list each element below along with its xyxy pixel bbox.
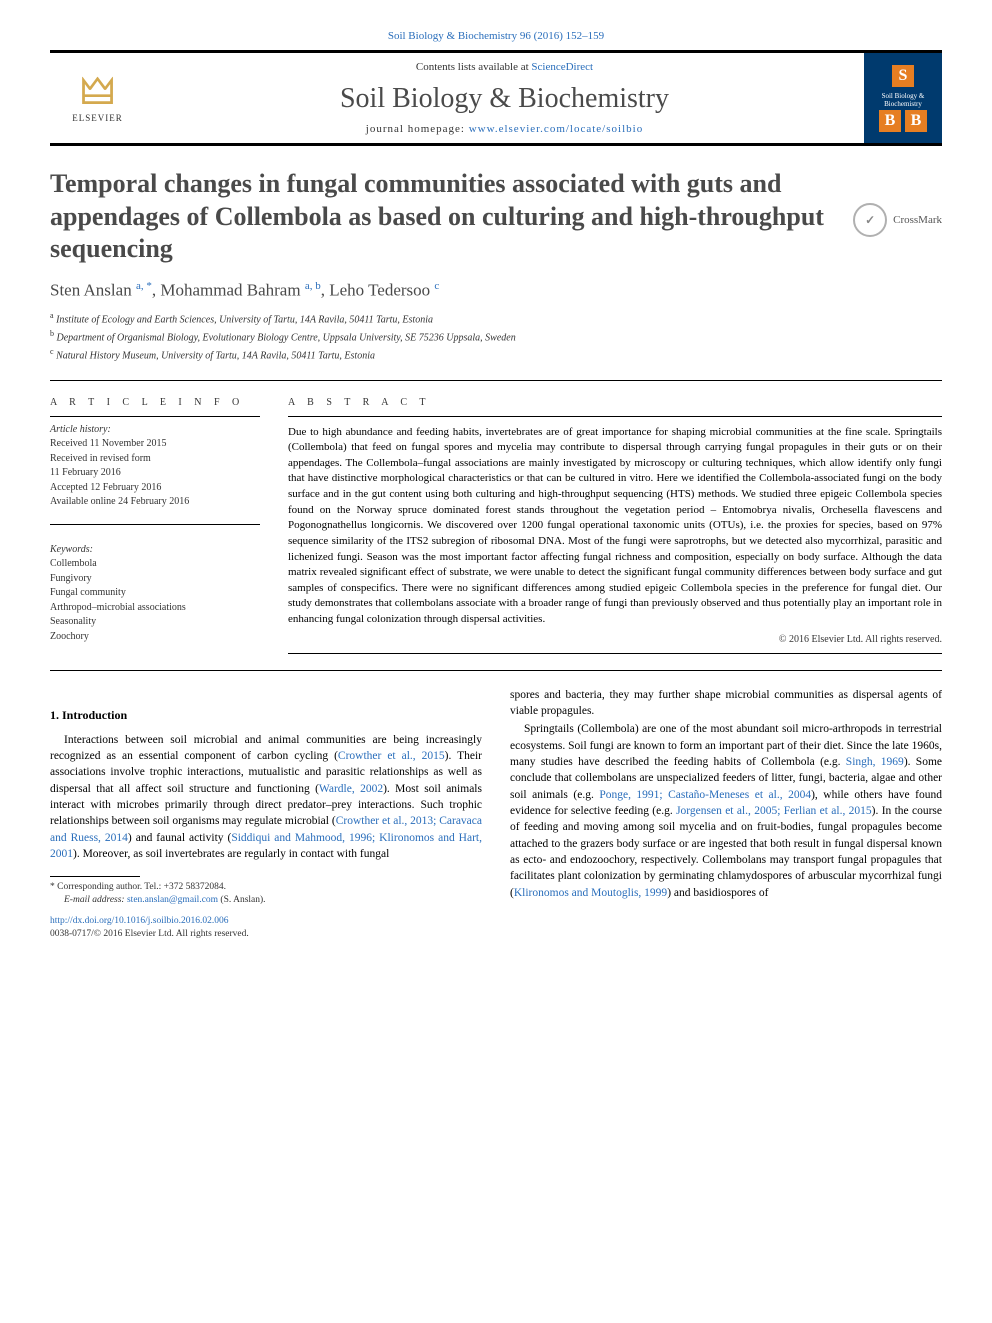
citation-link[interactable]: Jorgensen et al., 2005; Ferlian et al., …	[676, 805, 872, 817]
author-1: Sten Anslan	[50, 280, 136, 299]
homepage-link[interactable]: www.elsevier.com/locate/soilbio	[469, 123, 643, 135]
intro-para-2: Springtails (Collembola) are one of the …	[510, 721, 942, 901]
keyword-item: Fungal community	[50, 586, 260, 601]
cover-letter-b1: B	[879, 110, 901, 132]
homepage-prefix: journal homepage:	[366, 123, 469, 135]
journal-ref-link[interactable]: Soil Biology & Biochemistry 96 (2016) 15…	[388, 30, 604, 42]
keyword-item: Arthropod–microbial associations	[50, 601, 260, 616]
body-right-column: spores and bacteria, they may further sh…	[510, 687, 942, 942]
cover-letter-b2: B	[905, 110, 927, 132]
abstract-copyright: © 2016 Elsevier Ltd. All rights reserved…	[288, 634, 942, 645]
authors-line: Sten Anslan a, *, Mohammad Bahram a, b, …	[50, 280, 942, 301]
affiliation-b: b Department of Organismal Biology, Evol…	[50, 328, 942, 346]
author-1-aff[interactable]: a, *	[136, 280, 152, 292]
contents-line: Contents lists available at ScienceDirec…	[416, 61, 593, 73]
intro-para-cont: spores and bacteria, they may further sh…	[510, 687, 942, 720]
body-columns: 1. Introduction Interactions between soi…	[50, 687, 942, 942]
affiliation-c: c Natural History Museum, University of …	[50, 346, 942, 364]
history-accepted: Accepted 12 February 2016	[50, 481, 260, 496]
abstract-text: Due to high abundance and feeding habits…	[288, 425, 942, 628]
author-2: , Mohammad Bahram	[152, 280, 305, 299]
elsevier-brand: ELSEVIER	[72, 113, 123, 123]
elsevier-tree-icon: 🜲	[80, 73, 115, 111]
divider-bottom	[50, 670, 942, 671]
history-received: Received 11 November 2015	[50, 437, 260, 452]
intro-heading: 1. Introduction	[50, 707, 482, 724]
homepage-line: journal homepage: www.elsevier.com/locat…	[366, 123, 643, 135]
keyword-item: Collembola	[50, 557, 260, 572]
abstract-heading: A B S T R A C T	[288, 397, 942, 408]
footnote-separator	[50, 876, 140, 877]
article-head: Temporal changes in fungal communities a…	[50, 168, 942, 364]
journal-cover-thumb: S Soil Biology & Biochemistry B B	[864, 53, 942, 143]
bottom-meta: http://dx.doi.org/10.1016/j.soilbio.2016…	[50, 915, 482, 942]
crossmark-label: CrossMark	[893, 214, 942, 226]
contents-prefix: Contents lists available at	[416, 61, 531, 73]
issn-line: 0038-0717/© 2016 Elsevier Ltd. All right…	[50, 928, 482, 941]
email-link[interactable]: sten.anslan@gmail.com	[127, 895, 218, 905]
sciencedirect-link[interactable]: ScienceDirect	[531, 61, 593, 73]
abstract-column: A B S T R A C T Due to high abundance an…	[288, 397, 942, 654]
citation-link[interactable]: Crowther et al., 2015	[338, 750, 445, 762]
journal-header-band: 🜲 ELSEVIER Contents lists available at S…	[50, 50, 942, 146]
article-info-column: A R T I C L E I N F O Article history: R…	[50, 397, 260, 654]
history-revised: Received in revised form	[50, 452, 260, 467]
article-title: Temporal changes in fungal communities a…	[50, 168, 840, 266]
keywords-label: Keywords:	[50, 543, 260, 558]
keyword-item: Seasonality	[50, 615, 260, 630]
affiliation-a: a Institute of Ecology and Earth Science…	[50, 310, 942, 328]
article-info-heading: A R T I C L E I N F O	[50, 397, 260, 408]
meta-row: A R T I C L E I N F O Article history: R…	[50, 397, 942, 654]
author-3: , Leho Tedersoo	[321, 280, 435, 299]
header-center: Contents lists available at ScienceDirec…	[145, 53, 864, 143]
citation-link[interactable]: Wardle, 2002	[319, 783, 383, 795]
footnotes: * Corresponding author. Tel.: +372 58372…	[50, 881, 482, 907]
keywords-block: Keywords: Collembola Fungivory Fungal co…	[50, 543, 260, 645]
elsevier-logo: 🜲 ELSEVIER	[50, 53, 145, 143]
citation-link[interactable]: Klironomos and Moutoglis, 1999	[514, 887, 667, 899]
cover-mini-title: Soil Biology & Biochemistry	[868, 92, 938, 108]
affiliations: a Institute of Ecology and Earth Science…	[50, 310, 942, 363]
citation-link[interactable]: Singh, 1969	[846, 756, 904, 768]
citation-link[interactable]: Ponge, 1991; Castaño-Meneses et al., 200…	[599, 789, 811, 801]
author-3-aff[interactable]: c	[434, 280, 439, 292]
cover-letter-s: S	[892, 65, 914, 87]
keyword-item: Zoochory	[50, 630, 260, 645]
history-online: Available online 24 February 2016	[50, 495, 260, 510]
body-left-column: 1. Introduction Interactions between soi…	[50, 687, 482, 942]
corresponding-author: * Corresponding author. Tel.: +372 58372…	[50, 881, 482, 894]
journal-reference: Soil Biology & Biochemistry 96 (2016) 15…	[50, 30, 942, 42]
crossmark-icon: ✓	[853, 203, 887, 237]
divider-top	[50, 380, 942, 381]
journal-title: Soil Biology & Biochemistry	[340, 83, 669, 115]
history-label: Article history:	[50, 423, 260, 438]
history-revised-date: 11 February 2016	[50, 466, 260, 481]
author-2-aff[interactable]: a, b	[305, 280, 321, 292]
crossmark-widget[interactable]: ✓ CrossMark	[853, 203, 942, 237]
email-line: E-mail address: sten.anslan@gmail.com (S…	[50, 894, 482, 907]
article-history: Article history: Received 11 November 20…	[50, 423, 260, 510]
intro-para: Interactions between soil microbial and …	[50, 732, 482, 863]
doi-link[interactable]: http://dx.doi.org/10.1016/j.soilbio.2016…	[50, 916, 229, 926]
keyword-item: Fungivory	[50, 572, 260, 587]
